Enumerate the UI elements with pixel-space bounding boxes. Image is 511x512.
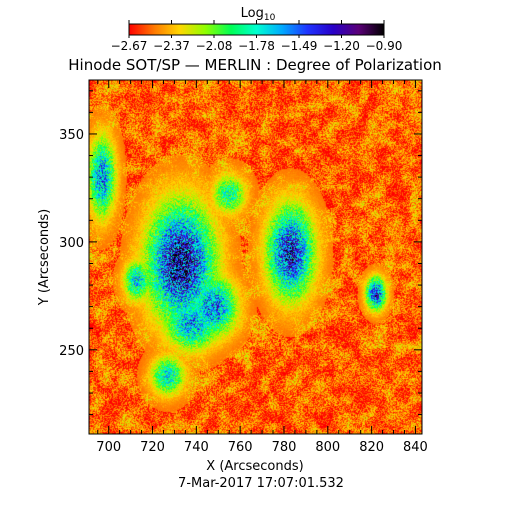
colorbar-tick-label: −1.78 xyxy=(238,39,275,53)
colorbar-label: Log10 xyxy=(241,6,276,23)
colorbar-label-sub: 10 xyxy=(264,13,276,23)
colorbar-tick-label: −2.08 xyxy=(196,39,233,53)
x-tick-label: 700 xyxy=(96,440,121,455)
x-tick-label: 800 xyxy=(315,440,340,455)
x-tick-label: 780 xyxy=(272,440,297,455)
colorbar-tick-label: −2.67 xyxy=(111,39,148,53)
y-tick-label: 300 xyxy=(59,236,84,251)
y-axis-ticks: 250 300 350 xyxy=(59,90,422,416)
colorbar-gradient xyxy=(128,23,385,36)
x-tick-label: 820 xyxy=(359,440,384,455)
y-axis-label: Y (Arcseconds) xyxy=(37,209,52,306)
x-axis-label: X (Arcseconds) xyxy=(206,459,303,474)
colorbar: Log10 −2.67 −2.37 −2.08 −1.78 −1.49 −1.20 −0.9… xyxy=(111,6,403,53)
colorbar-label-base: Log xyxy=(241,6,264,21)
y-tick-label: 350 xyxy=(59,128,84,143)
heatmap xyxy=(89,80,422,434)
x-tick-label: 760 xyxy=(228,440,253,455)
plot-frame xyxy=(88,79,423,435)
x-tick-label: 720 xyxy=(140,440,165,455)
colorbar-tick-label: −1.20 xyxy=(323,39,360,53)
chart-title: Hinode SOT/SP — MERLIN : Degree of Polar… xyxy=(68,56,442,74)
y-tick-label: 250 xyxy=(59,344,84,359)
colorbar-tick-label: −2.37 xyxy=(153,39,190,53)
x-tick-label: 740 xyxy=(184,440,209,455)
x-axis-ticks: 700 720 740 760 780 800 820 840 xyxy=(96,80,428,455)
x-tick-label: 840 xyxy=(403,440,428,455)
colorbar-tick-label: −0.90 xyxy=(366,39,403,53)
timestamp: 7-Mar-2017 17:07:01.532 xyxy=(178,476,344,491)
plot-area: 700 720 740 760 780 800 820 840 250 300 350 xyxy=(59,79,428,455)
colorbar-tick-label: −1.49 xyxy=(281,39,318,53)
colorbar-ticks: −2.67 −2.37 −2.08 −1.78 −1.49 −1.20 −0.90 xyxy=(111,20,403,53)
